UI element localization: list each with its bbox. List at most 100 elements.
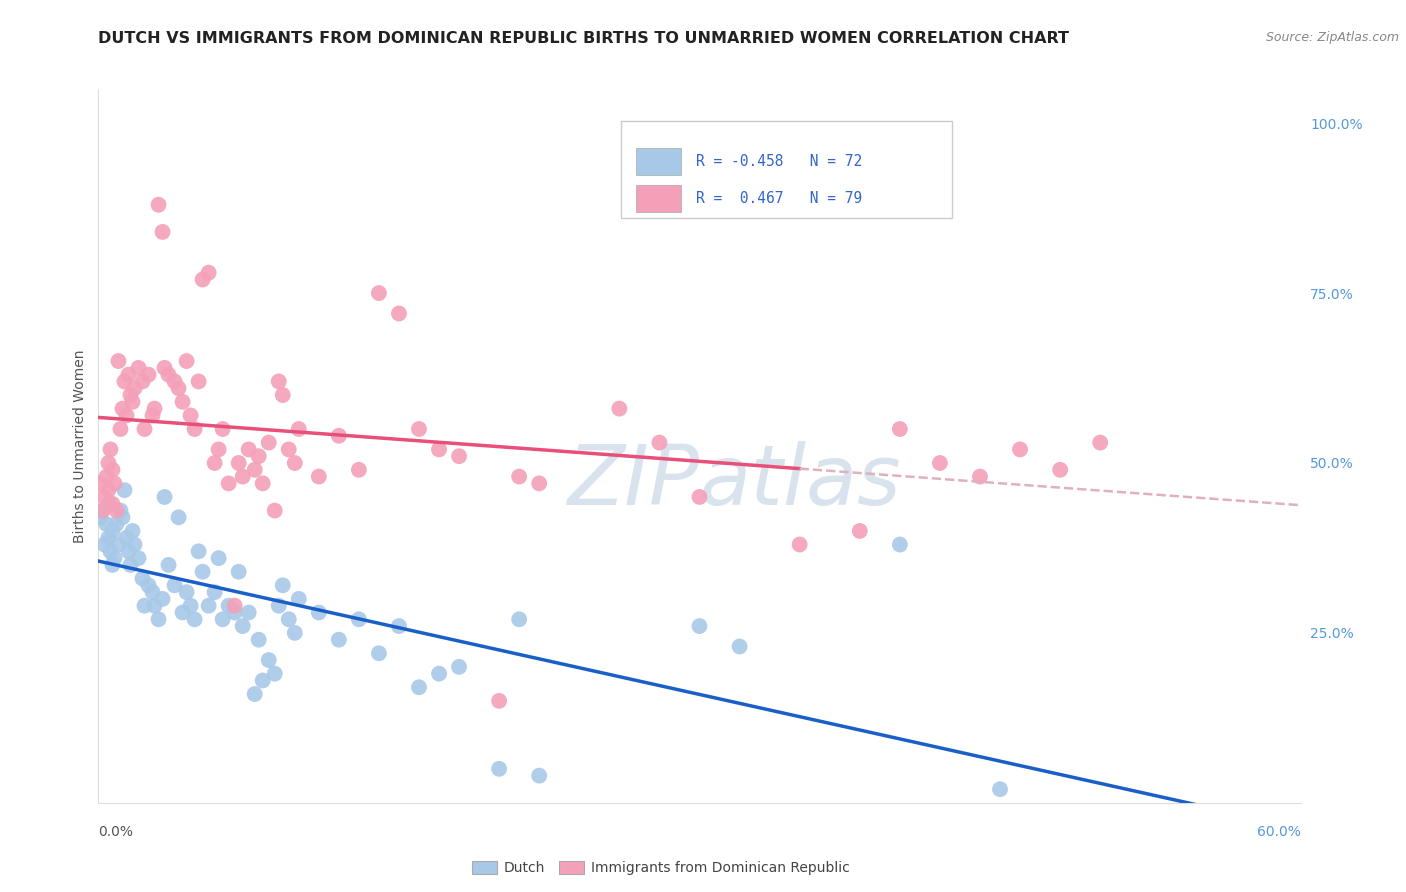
Point [263, 503, 285, 517]
Point [183, 612, 205, 626]
Point [218, 599, 240, 613]
Point [100, 442, 122, 457]
Point [134, 599, 156, 613]
Point [224, 599, 246, 613]
Point [728, 640, 751, 654]
Point [89, 476, 111, 491]
Point [277, 442, 299, 457]
Point [609, 401, 631, 416]
Point [243, 687, 266, 701]
Point [148, 198, 170, 212]
Point [271, 388, 294, 402]
Point [187, 375, 209, 389]
Point [368, 646, 391, 660]
Point [152, 225, 174, 239]
Point [105, 517, 128, 532]
Point [252, 673, 274, 688]
Point [211, 422, 233, 436]
Point [101, 463, 124, 477]
Point [689, 490, 711, 504]
Point [257, 435, 280, 450]
Point [100, 544, 122, 558]
Point [96, 517, 118, 532]
Point [153, 360, 176, 375]
Point [172, 394, 194, 409]
Text: R = -0.458   N = 72: R = -0.458 N = 72 [696, 154, 862, 169]
Point [128, 551, 150, 566]
Point [447, 660, 470, 674]
Point [163, 578, 186, 592]
Point [929, 456, 952, 470]
Point [328, 429, 350, 443]
Point [121, 524, 143, 538]
Point [488, 762, 510, 776]
Point [427, 442, 450, 457]
Point [101, 497, 124, 511]
Point [115, 409, 138, 423]
Point [889, 537, 911, 551]
Point [849, 524, 872, 538]
Point [141, 585, 163, 599]
Y-axis label: Births to Unmarried Women: Births to Unmarried Women [73, 350, 87, 542]
Point [488, 694, 510, 708]
Point [91, 503, 114, 517]
Point [172, 606, 194, 620]
Point [648, 435, 671, 450]
Point [308, 469, 330, 483]
Point [271, 578, 294, 592]
Point [131, 375, 153, 389]
Point [238, 606, 260, 620]
Point [388, 306, 411, 320]
Point [105, 503, 128, 517]
Point [247, 632, 270, 647]
Point [167, 510, 190, 524]
Point [121, 394, 143, 409]
Point [288, 422, 311, 436]
Point [257, 653, 280, 667]
Point [447, 449, 470, 463]
Point [153, 490, 176, 504]
Point [508, 612, 530, 626]
Point [789, 537, 811, 551]
Point [208, 551, 231, 566]
Point [124, 537, 146, 551]
Point [141, 409, 163, 423]
Point [110, 503, 132, 517]
Point [101, 524, 124, 538]
Point [408, 680, 430, 694]
Point [96, 469, 118, 483]
Point [277, 612, 299, 626]
Point [180, 409, 202, 423]
Point [889, 422, 911, 436]
Point [143, 599, 166, 613]
Point [120, 558, 142, 572]
Point [103, 476, 125, 491]
Point [263, 666, 285, 681]
Point [232, 619, 254, 633]
Point [157, 558, 180, 572]
Point [176, 585, 198, 599]
Point [143, 401, 166, 416]
Point [368, 286, 391, 301]
Text: atlas: atlas [700, 442, 901, 522]
Legend: Dutch, Immigrants from Dominican Republic: Dutch, Immigrants from Dominican Republi… [467, 855, 855, 880]
Point [1010, 442, 1032, 457]
Point [197, 266, 219, 280]
Point [89, 510, 111, 524]
Point [388, 619, 411, 633]
Point [208, 442, 231, 457]
Point [120, 388, 142, 402]
Point [197, 599, 219, 613]
Point [167, 381, 190, 395]
Point [107, 354, 129, 368]
Point [163, 375, 186, 389]
Point [224, 606, 246, 620]
Text: R =  0.467   N = 79: R = 0.467 N = 79 [696, 191, 862, 206]
Point [238, 442, 260, 457]
Point [969, 469, 991, 483]
Point [114, 375, 136, 389]
Point [243, 463, 266, 477]
Point [218, 476, 240, 491]
Point [204, 585, 226, 599]
Text: ZIP: ZIP [568, 442, 700, 522]
